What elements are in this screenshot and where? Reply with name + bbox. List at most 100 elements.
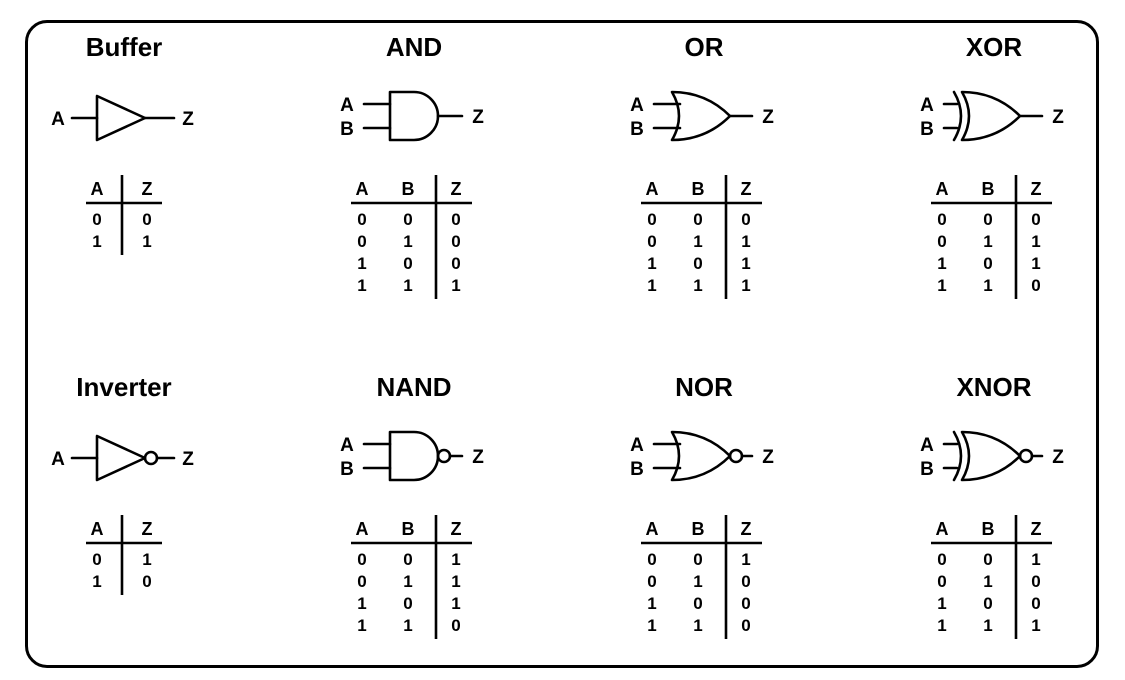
table-cell: 1 <box>937 594 946 613</box>
table-cell: 0 <box>451 616 460 635</box>
input-a-label: A <box>630 435 644 456</box>
table-cell: 0 <box>1031 594 1040 613</box>
table-cell: 0 <box>1031 210 1040 229</box>
output-z-label: Z <box>1052 447 1064 468</box>
input-a-label: A <box>340 95 354 116</box>
table-cell: 1 <box>142 550 151 569</box>
table-cell: 0 <box>142 572 151 591</box>
table-cell: 0 <box>741 210 750 229</box>
and-symbol: AB Z <box>340 90 484 142</box>
inversion-bubble <box>728 448 744 464</box>
header-a: A <box>646 179 659 199</box>
table-cell: 0 <box>92 210 101 229</box>
table-cell: 1 <box>357 616 366 635</box>
header-a: A <box>91 519 104 539</box>
table-cell: 1 <box>937 254 946 273</box>
gate-body <box>960 90 1022 142</box>
or-symbol: AB Z <box>630 90 774 142</box>
table-cell: 0 <box>1031 276 1040 295</box>
or-title: OR <box>685 32 724 62</box>
table-cell: 1 <box>647 254 656 273</box>
header-z: Z <box>1031 179 1042 199</box>
inverter-truth-table: A Z 0 1 1 0 <box>86 515 162 595</box>
diagram-frame <box>25 20 1099 668</box>
header-a: A <box>356 179 369 199</box>
header-b: B <box>982 519 995 539</box>
gate-body <box>670 430 732 482</box>
table-cell: 0 <box>937 572 946 591</box>
table-cell: 0 <box>647 572 656 591</box>
table-cell: 1 <box>403 232 412 251</box>
table-cell: 1 <box>647 616 656 635</box>
header-z: Z <box>142 519 153 539</box>
input-b-label: B <box>920 459 934 480</box>
table-cell: 1 <box>693 616 702 635</box>
header-b: B <box>402 179 415 199</box>
output-z-label: Z <box>182 449 194 470</box>
table-cell: 0 <box>937 232 946 251</box>
table-cell: 0 <box>741 616 750 635</box>
table-cell: 0 <box>403 550 412 569</box>
table-cell: 1 <box>92 232 101 251</box>
table-cell: 0 <box>647 210 656 229</box>
triangle-body <box>95 94 147 142</box>
gate-body <box>670 90 732 142</box>
buffer-truth-table: A Z 0 0 1 1 <box>86 175 162 255</box>
xnor-symbol: AB Z <box>920 430 1064 482</box>
triangle-body <box>95 434 147 482</box>
header-z: Z <box>451 179 462 199</box>
header-z: Z <box>741 179 752 199</box>
input-b-label: B <box>340 119 354 140</box>
header-a: A <box>936 179 949 199</box>
xor-truth-table: A B Z 0 0 0 0 1 1 1 0 1 1 1 0 <box>931 175 1052 299</box>
xnor-title: XNOR <box>956 372 1031 402</box>
input-b-label: B <box>340 459 354 480</box>
table-cell: 0 <box>983 210 992 229</box>
output-z-label: Z <box>182 109 194 130</box>
table-cell: 0 <box>937 550 946 569</box>
table-cell: 1 <box>451 572 460 591</box>
inversion-bubble <box>1018 448 1034 464</box>
table-cell: 1 <box>647 594 656 613</box>
table-cell: 1 <box>983 276 992 295</box>
xor-input-arc <box>952 430 963 482</box>
nor-symbol: AB Z <box>630 430 774 482</box>
table-cell: 1 <box>741 276 750 295</box>
table-cell: 1 <box>1031 616 1040 635</box>
table-cell: 0 <box>357 210 366 229</box>
input-a-label: A <box>51 449 65 470</box>
table-cell: 0 <box>357 572 366 591</box>
table-cell: 1 <box>693 232 702 251</box>
output-z-label: Z <box>472 107 484 128</box>
nand-symbol: AB Z <box>340 430 484 482</box>
table-cell: 1 <box>693 572 702 591</box>
input-a-label: A <box>920 95 934 116</box>
table-cell: 1 <box>1031 550 1040 569</box>
input-a-label: A <box>630 95 644 116</box>
table-cell: 1 <box>1031 254 1040 273</box>
table-cell: 0 <box>741 594 750 613</box>
table-cell: 0 <box>647 232 656 251</box>
and-title: AND <box>386 32 442 62</box>
table-cell: 0 <box>983 594 992 613</box>
inversion-bubble <box>143 450 159 466</box>
inversion-bubble <box>436 448 452 464</box>
inverter-title: Inverter <box>76 372 171 402</box>
header-z: Z <box>142 179 153 199</box>
table-cell: 0 <box>693 254 702 273</box>
table-cell: 1 <box>937 276 946 295</box>
header-a: A <box>936 519 949 539</box>
gate-body <box>388 430 440 482</box>
table-cell: 1 <box>451 550 460 569</box>
table-cell: 0 <box>451 254 460 273</box>
header-b: B <box>982 179 995 199</box>
table-cell: 0 <box>693 594 702 613</box>
table-cell: 0 <box>403 254 412 273</box>
table-cell: 0 <box>983 254 992 273</box>
